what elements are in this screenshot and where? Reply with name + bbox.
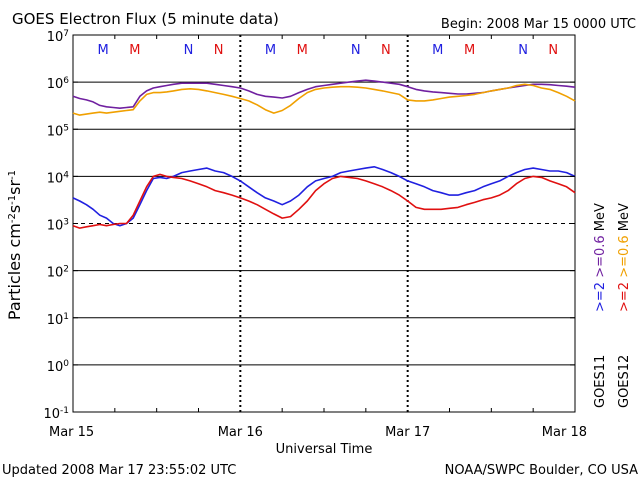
y-tick-exponent: 0 — [63, 359, 69, 369]
series-line-goes12_2mev — [72, 173, 576, 229]
y-tick-label: 103 — [47, 218, 69, 234]
y-axis-label-exp3: -1 — [7, 170, 18, 180]
y-tick-base: 10 — [47, 77, 64, 92]
marker-m: M — [265, 43, 276, 58]
x-tick-label: Mar 16 — [218, 425, 263, 440]
marker-m: M — [464, 43, 475, 58]
legend-sat-label: GOES12 — [617, 355, 632, 408]
y-tick-exponent: 7 — [63, 29, 69, 39]
y-tick-base: 10 — [47, 313, 64, 328]
marker-n: N — [548, 43, 558, 58]
credit-label: NOAA/SWPC Boulder, CO USA — [445, 463, 638, 478]
y-tick-label: 105 — [47, 123, 69, 139]
legend-item: >=2 — [593, 282, 608, 312]
marker-m: M — [129, 43, 140, 58]
y-tick-label: 106 — [47, 76, 70, 92]
y-axis-label-sr: sr — [5, 180, 24, 195]
y-tick-exponent: -1 — [60, 406, 69, 416]
y-axis-label-text: Particles cm — [5, 223, 24, 320]
chart-title: GOES Electron Flux (5 minute data) — [12, 10, 279, 28]
y-tick-exponent: 1 — [63, 312, 69, 322]
y-tick-base: 10 — [47, 219, 64, 234]
y-tick-exponent: 2 — [63, 265, 69, 275]
y-tick-base: 10 — [47, 360, 64, 375]
y-axis-label-s: s — [5, 205, 24, 213]
y-tick-label: 102 — [47, 265, 69, 281]
y-tick-base: 10 — [47, 171, 64, 186]
series-line-goes11_2mev — [72, 166, 576, 227]
y-tick-base: 10 — [47, 30, 64, 45]
marker-n: N — [214, 43, 224, 58]
y-axis-label: Particles cm-2s-1sr-1 — [5, 170, 24, 320]
y-tick-exponent: 3 — [63, 218, 69, 228]
marker-m: M — [432, 43, 443, 58]
marker-n: N — [381, 43, 391, 58]
marker-n: N — [351, 43, 361, 58]
legend-item: >=0.6 — [617, 235, 632, 282]
y-tick-label: 101 — [47, 312, 69, 328]
legend-item: MeV — [593, 203, 608, 235]
marker-m: M — [297, 43, 308, 58]
legend-entry: >=2 >=0.6 MeV — [617, 203, 632, 312]
marker-n: N — [518, 43, 528, 58]
y-axis-label-exp2: -1 — [7, 195, 18, 205]
legend-sat-label: GOES11 — [593, 355, 608, 408]
y-tick-exponent: 5 — [63, 123, 69, 133]
updated-timestamp: Updated 2008 Mar 17 23:55:02 UTC — [2, 463, 236, 478]
x-tick-label: Mar 17 — [385, 425, 430, 440]
marker-m: M — [98, 43, 109, 58]
legend-entry: >=2 >=0.6 MeV — [593, 203, 608, 312]
series-lines — [72, 79, 576, 229]
begin-time-label: Begin: 2008 Mar 15 0000 UTC — [441, 17, 636, 32]
marker-n: N — [184, 43, 194, 58]
y-tick-label: 10-1 — [43, 406, 69, 422]
y-tick-base: 10 — [43, 407, 60, 422]
series-line-goes12_06mev — [72, 83, 576, 116]
y-tick-base: 10 — [47, 124, 64, 139]
legend-item: >=0.6 — [593, 235, 608, 282]
y-tick-base: 10 — [47, 266, 64, 281]
legend: GOES11 >=2 >=0.6 MeV GOES12 >=2 >=0.6 MeV — [593, 203, 632, 408]
legend-item: >=2 — [617, 282, 632, 312]
y-tick-exponent: 4 — [63, 170, 69, 180]
grid-lines — [73, 81, 575, 366]
y-tick-exponent: 6 — [63, 76, 69, 86]
x-tick-label: Mar 15 — [49, 425, 94, 440]
x-tick-label: Mar 18 — [542, 425, 587, 440]
x-axis-label: Universal Time — [276, 442, 373, 457]
y-tick-label: 100 — [47, 359, 70, 375]
y-tick-label: 104 — [47, 170, 70, 186]
y-axis-label-exp1: -2 — [7, 213, 18, 223]
legend-item: MeV — [617, 203, 632, 235]
x-tick-labels: Mar 15 Mar 16 Mar 17 Mar 18 — [49, 425, 587, 440]
y-tick-label: 107 — [47, 29, 69, 45]
day-separator-lines — [114, 35, 534, 412]
